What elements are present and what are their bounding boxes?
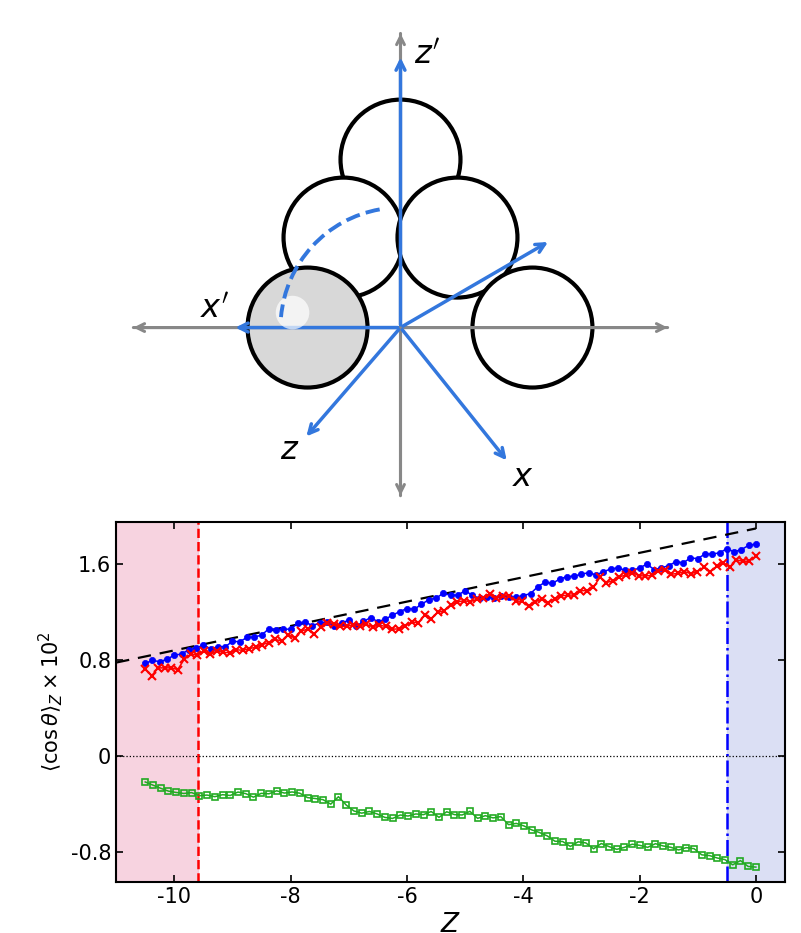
Circle shape	[276, 296, 309, 329]
Bar	[116, 522, 198, 882]
X-axis label: $Z$: $Z$	[440, 912, 461, 933]
Text: $x'$: $x'$	[200, 294, 229, 325]
Circle shape	[284, 177, 404, 298]
Circle shape	[397, 177, 517, 298]
Circle shape	[340, 100, 461, 219]
Y-axis label: $\langle\cos\theta\rangle_Z \times 10^2$: $\langle\cos\theta\rangle_Z \times 10^2$	[36, 632, 65, 773]
Circle shape	[248, 268, 368, 387]
Text: $z$: $z$	[280, 435, 300, 466]
Bar	[727, 522, 785, 882]
Circle shape	[473, 268, 593, 387]
Text: $z'$: $z'$	[413, 40, 440, 71]
Text: $x$: $x$	[513, 462, 534, 493]
